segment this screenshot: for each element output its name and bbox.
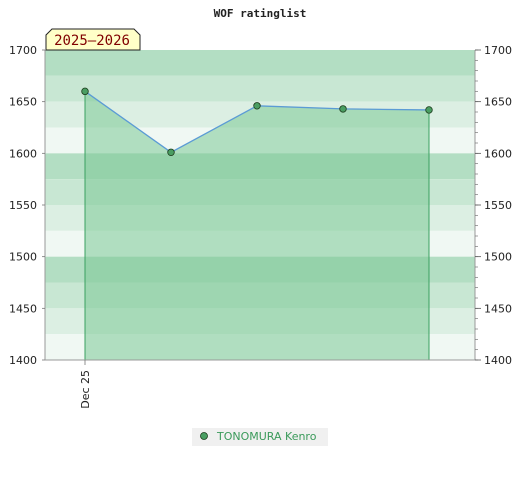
legend-box bbox=[192, 428, 328, 446]
data-markers bbox=[81, 87, 433, 156]
data-point bbox=[167, 148, 175, 156]
rating-area bbox=[84, 90, 430, 360]
right-tick-label: 1400 bbox=[484, 354, 512, 367]
area-fill bbox=[85, 91, 429, 360]
left-tick-label: 1550 bbox=[9, 199, 37, 212]
right-tick-label: 1550 bbox=[484, 199, 512, 212]
left-y-axis: 1400 1450 1500 1550 1600 1650 1700 bbox=[9, 44, 46, 367]
season-badge-box bbox=[45, 28, 141, 51]
right-tick-label: 1500 bbox=[484, 251, 512, 264]
season-badge: 2025–2026 bbox=[45, 28, 141, 51]
right-tick-label: 1450 bbox=[484, 302, 512, 315]
left-tick-label: 1450 bbox=[9, 302, 37, 315]
background-band bbox=[45, 75, 475, 102]
chart-title: WOF ratinglist bbox=[214, 7, 307, 20]
legend-marker-icon bbox=[200, 432, 208, 440]
right-tick-label: 1700 bbox=[484, 44, 512, 57]
x-tick-label: Dec 25 bbox=[79, 370, 92, 409]
left-tick-label: 1400 bbox=[9, 354, 37, 367]
right-tick-label: 1650 bbox=[484, 96, 512, 109]
data-point bbox=[81, 87, 89, 96]
x-axis: Dec 25 bbox=[45, 359, 475, 409]
data-point bbox=[253, 102, 261, 110]
left-tick-label: 1650 bbox=[9, 96, 37, 109]
legend-entry: TONOMURA Kenro bbox=[216, 430, 317, 443]
legend: TONOMURA Kenro bbox=[192, 428, 328, 446]
data-point bbox=[425, 106, 433, 114]
right-tick-label: 1600 bbox=[484, 147, 512, 160]
left-tick-label: 1700 bbox=[9, 44, 37, 57]
right-y-axis: 1400 1450 1500 1550 1600 1650 1700 bbox=[474, 44, 512, 367]
data-point bbox=[339, 105, 347, 113]
left-tick-label: 1500 bbox=[9, 251, 37, 264]
season-badge-label: 2025–2026 bbox=[54, 33, 130, 49]
background-band bbox=[45, 50, 475, 76]
left-tick-label: 1600 bbox=[9, 147, 37, 160]
